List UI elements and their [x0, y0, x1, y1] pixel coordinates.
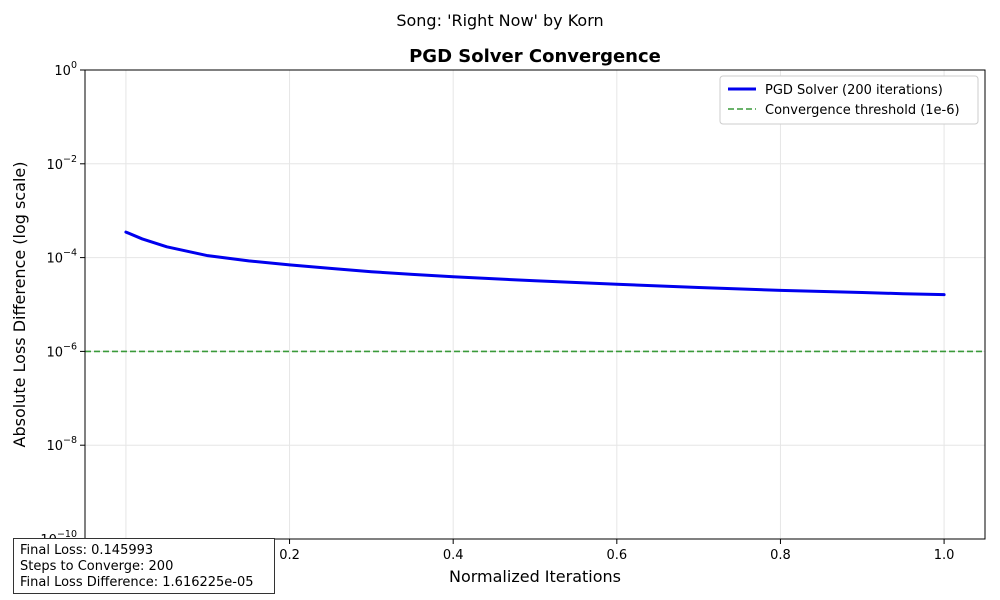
y-tick-label: 10−2	[46, 154, 77, 173]
x-tick-label: 0.6	[606, 548, 627, 563]
legend-label-solver: PGD Solver (200 iterations)	[765, 83, 943, 98]
y-tick-label: 10−6	[46, 341, 77, 360]
x-tick-label: 1.0	[934, 548, 955, 563]
legend-label-threshold: Convergence threshold (1e-6)	[765, 103, 960, 118]
x-axis: 0.2 0.4 0.6 0.8 1.0	[279, 539, 954, 563]
final-diff-text: Final Loss Difference: 1.616225e-05	[20, 575, 254, 590]
series-layer	[85, 230, 985, 353]
chart-suptitle: Song: 'Right Now' by Korn	[396, 11, 603, 30]
x-axis-label: Normalized Iterations	[449, 567, 621, 586]
stats-box: Final Loss: 0.145993 Steps to Converge: …	[13, 538, 275, 594]
y-tick-label: 10−4	[46, 248, 77, 267]
y-tick-label: 10−8	[46, 435, 77, 454]
x-tick-label: 0.2	[279, 548, 300, 563]
y-axis-label: Absolute Loss Difference (log scale)	[10, 162, 29, 448]
solver-curve	[124, 230, 946, 297]
y-tick-label: 100	[54, 60, 77, 79]
x-tick-label: 0.4	[443, 548, 464, 563]
plot-frame	[84, 69, 986, 540]
x-tick-label: 0.8	[770, 548, 791, 563]
legend: PGD Solver (200 iterations) Convergence …	[719, 75, 979, 125]
grid-layer	[85, 70, 985, 539]
chart-title: PGD Solver Convergence	[409, 46, 661, 67]
legend-box	[719, 75, 979, 125]
steps-text: Steps to Converge: 200	[20, 559, 174, 574]
final-loss-text: Final Loss: 0.145993	[20, 543, 154, 558]
